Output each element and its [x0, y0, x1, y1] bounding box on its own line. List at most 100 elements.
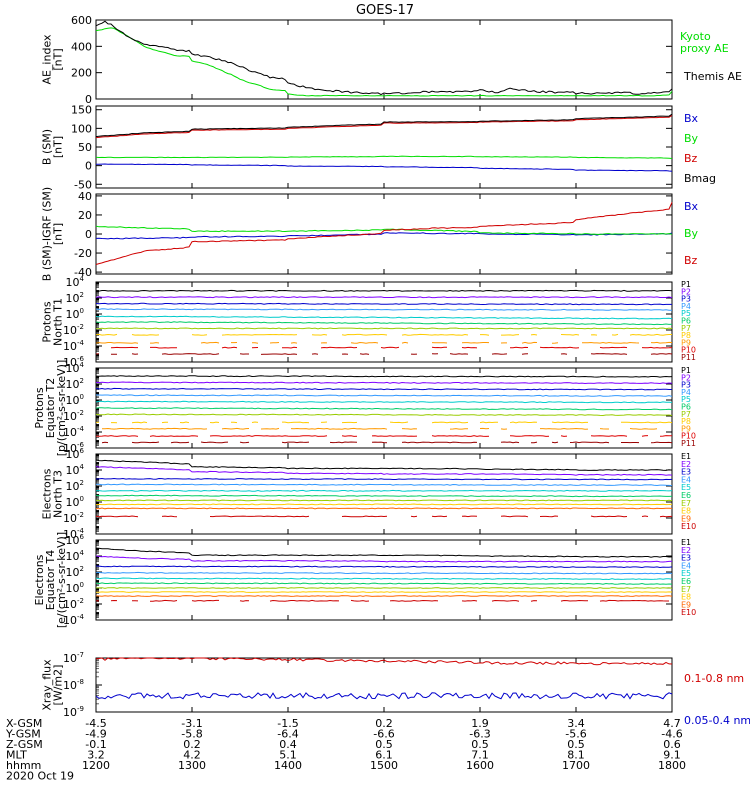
series-line-P9 [95, 341, 673, 344]
legend-label: E2 [681, 460, 691, 469]
xaxis-value: -6.6 [373, 728, 394, 741]
ytick-label: 104 [66, 463, 85, 477]
legend-label: E8 [681, 593, 691, 602]
xaxis-value: 1500 [370, 759, 398, 772]
x-axis-table: X-GSM -4.5 -3.1 -1.5 0.2 1.9 3.4 4.7 Y-GSM -4.9 -5… [5, 717, 686, 783]
xaxis-value: -5.6 [565, 728, 586, 741]
ytick-label: 106 [66, 447, 85, 461]
xaxis-row-label: MLT [6, 749, 27, 762]
legend-label: Bz [684, 254, 698, 267]
xaxis-value: 1200 [82, 759, 110, 772]
ytick-label: 102 [66, 565, 84, 579]
xaxis-value: 1.9 [471, 717, 489, 730]
ytick-label: 40 [78, 190, 92, 203]
ytick-label: 104 [66, 275, 85, 289]
xaxis-value: 4.2 [183, 749, 201, 762]
ytick-label: 100 [71, 122, 92, 135]
ylabel-line: Electrons [41, 468, 54, 519]
legend: Bx By Bz [684, 200, 699, 267]
legend-label: P9 [681, 424, 691, 433]
xaxis-value: 0.5 [471, 738, 489, 751]
series-line-Bmag [95, 113, 673, 138]
panel-frame [95, 453, 673, 535]
xaxis-value: -6.4 [277, 728, 298, 741]
ytick-label: 50 [78, 141, 92, 154]
series-line-E7 [96, 587, 673, 589]
series-line-E1 [95, 459, 673, 471]
xaxis-value: 0.5 [375, 738, 393, 751]
ytick-label: -50 [74, 178, 92, 191]
legend-label: P11 [681, 439, 696, 448]
series-line-E3 [95, 565, 673, 569]
ylabel-line: B (SM)-IGRF (SM) [41, 187, 54, 281]
legend-label: P10 [681, 346, 696, 355]
series-line-E4 [96, 483, 673, 487]
ytick-exponent: -9 [77, 705, 84, 713]
xaxis-value: -4.5 [85, 717, 106, 730]
ytick-label: 200 [71, 67, 92, 80]
series-line-P3 [95, 302, 672, 306]
panel-frame [95, 539, 673, 621]
ytick-exponent: 4 [80, 275, 85, 283]
series-line-E5 [95, 577, 673, 581]
xaxis-value: -1.5 [277, 717, 298, 730]
legend-label: By [684, 132, 699, 145]
ylabel-line: [W/m2] [52, 665, 65, 706]
legend-label: P1 [681, 366, 691, 375]
legend-label: Bx [684, 112, 699, 125]
xaxis-value: 8.1 [567, 749, 585, 762]
legend-label: E6 [681, 577, 691, 586]
series-line-P10 [110, 346, 673, 349]
xaxis-value: 6.1 [375, 749, 393, 762]
xaxis-value: 3.2 [87, 749, 105, 762]
legend-label: Themis AE [683, 70, 742, 83]
ytick-label: -20 [74, 247, 92, 260]
series-group [95, 657, 673, 700]
xaxis-value: 0.5 [567, 738, 585, 751]
legend-label: E9 [681, 600, 691, 609]
series-line-P1 [95, 289, 673, 292]
series-line-0-1-0-8-nm [95, 657, 673, 666]
series-line-P9 [101, 427, 658, 430]
ylabel-line: North T3 [52, 470, 65, 518]
series-line-E5 [95, 489, 673, 492]
legend-label: P2 [681, 373, 691, 382]
series-line-E10 [95, 515, 673, 518]
ytick-label: 0 [85, 160, 92, 173]
figure-title: GOES-17 [356, 3, 414, 18]
ytick-label: 104 [66, 361, 85, 375]
series-line-E2 [95, 555, 673, 563]
series-line-P2 [95, 296, 673, 299]
legend-label: E7 [681, 585, 691, 594]
xaxis-value: -3.1 [181, 717, 202, 730]
series-group [95, 547, 673, 602]
series-line-E9 [95, 507, 673, 510]
ytick-exponent: 0 [80, 581, 84, 589]
legend-label: P5 [681, 395, 691, 404]
legend-label: Bx [684, 200, 699, 213]
series-line-E1 [95, 547, 673, 558]
legend-label: 0.05-0.4 nm [684, 714, 750, 727]
legend-label: E5 [681, 483, 691, 492]
legend-label: P8 [681, 417, 691, 426]
ytick-label: 400 [71, 40, 92, 53]
legend-label: P5 [681, 309, 691, 318]
legend-label: E9 [681, 514, 691, 523]
legend-label: P7 [681, 324, 691, 333]
xaxis-value: 0.2 [183, 738, 201, 751]
xaxis-value: 3.4 [567, 717, 585, 730]
legend-label: P7 [681, 410, 691, 419]
xaxis-row-label: Z-GSM [6, 738, 43, 751]
ylabel-line: Protons [33, 387, 46, 428]
ylabel-line: [nT] [52, 136, 65, 158]
ytick-exponent: -2 [77, 597, 84, 605]
xaxis-value: 1300 [178, 759, 206, 772]
ytick-label: 10-4 [63, 339, 85, 353]
xaxis-row-label: Y-GSM [5, 728, 41, 741]
ytick-label: 20 [78, 209, 92, 222]
panel-bsm: -50 0 50 100 150 B (SM)[nT] Bx By Bz Bmag [41, 104, 717, 192]
ytick-exponent: -4 [77, 339, 85, 347]
